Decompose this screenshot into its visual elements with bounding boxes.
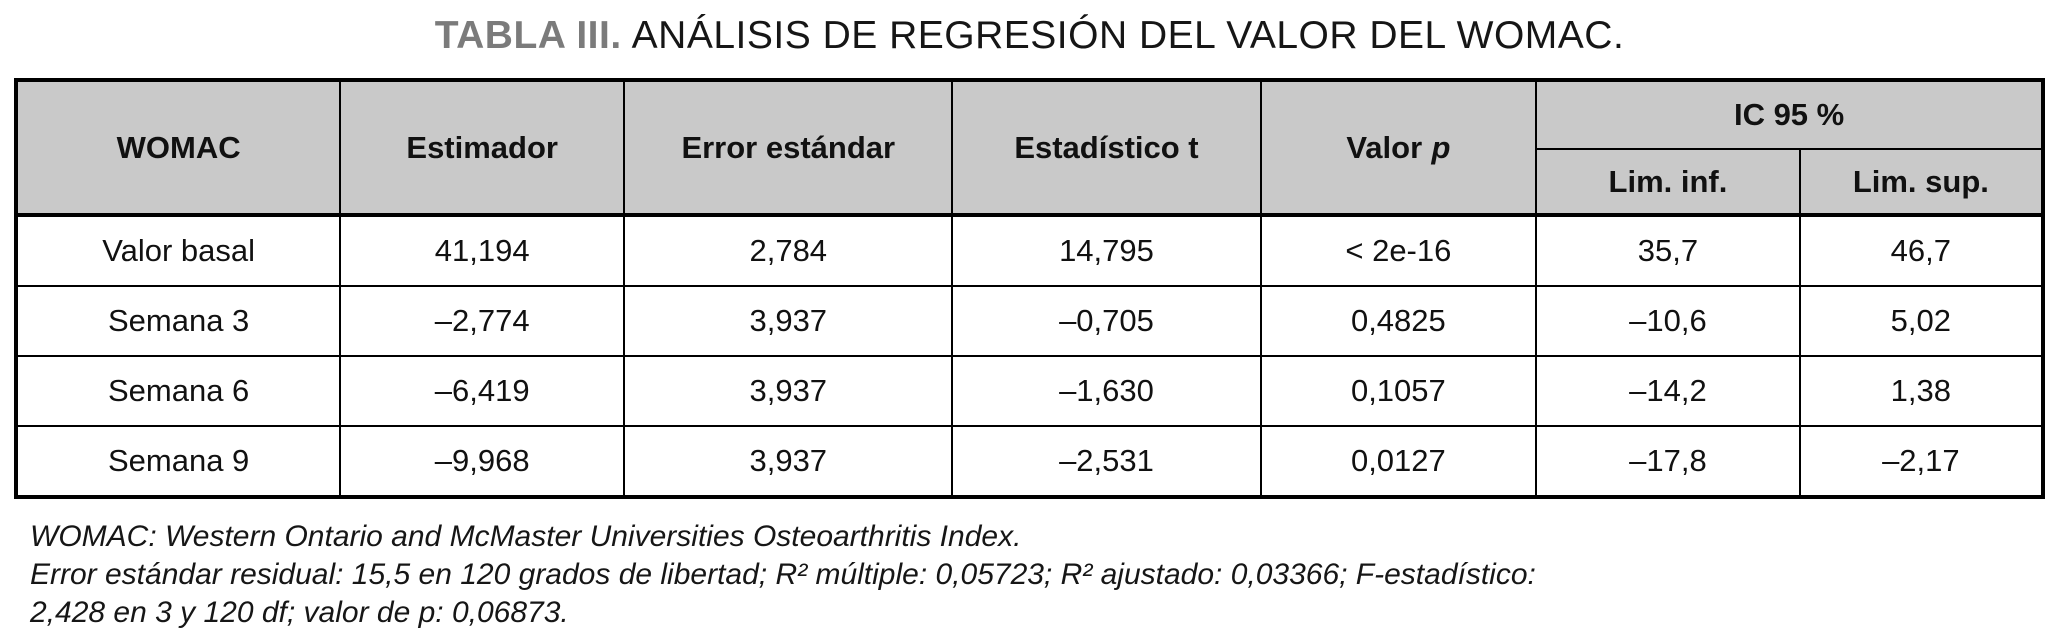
valor-p-cell: 0,1057 [1259, 355, 1538, 427]
row-label-cell: Semana 9 [14, 425, 342, 498]
row-label-cell: Valor basal [14, 214, 342, 287]
error-estandar-cell: 3,937 [623, 285, 954, 357]
table-row-valor-basal: Valor basal 41,194 2,784 14,795 < 2e-16 … [14, 214, 2045, 287]
estimador-cell: –9,968 [339, 425, 626, 498]
lim-inf-cell: –10,6 [1535, 285, 1801, 357]
valor-p-prefix: Valor [1346, 129, 1423, 165]
column-header-estadistico-t: Estadístico t [951, 79, 1262, 216]
footnote-line-abbreviation: WOMAC: Western Ontario and McMaster Univ… [30, 520, 1022, 553]
table-title-text: ANÁLISIS DE REGRESIÓN DEL VALOR DEL WOMA… [631, 14, 1625, 57]
lim-sup-cell: 5,02 [1798, 285, 2045, 357]
error-estandar-cell: 2,784 [623, 214, 954, 287]
estimador-cell: –6,419 [339, 355, 626, 427]
table-title: TABLA III. ANÁLISIS DE REGRESIÓN DEL VALO… [0, 14, 2059, 58]
lim-inf-cell: –14,2 [1535, 355, 1801, 427]
column-header-lim-inf: Lim. inf. [1535, 148, 1801, 216]
error-estandar-cell: 3,937 [623, 425, 954, 498]
valor-p-variable: p [1431, 129, 1451, 165]
valor-p-cell: 0,4825 [1259, 285, 1538, 357]
table-title-number: TABLA III. [434, 14, 622, 57]
table-row-semana-3: Semana 3 –2,774 3,937 –0,705 0,4825 –10,… [14, 285, 2045, 357]
row-label-cell: Semana 6 [14, 355, 342, 427]
estadistico-t-cell: –1,630 [951, 355, 1262, 427]
column-header-valor-p: Valor p [1259, 79, 1538, 216]
table-row-semana-6: Semana 6 –6,419 3,937 –1,630 0,1057 –14,… [14, 355, 2045, 427]
column-header-ic95: IC 95 % [1535, 79, 2044, 150]
row-label-cell: Semana 3 [14, 285, 342, 357]
column-header-lim-sup: Lim. sup. [1798, 148, 2045, 216]
regression-table: WOMAC Estimador Error estándar Estadísti… [14, 78, 2045, 499]
table-footnotes: WOMAC: Western Ontario and McMaster Univ… [30, 518, 2030, 632]
lim-inf-cell: –17,8 [1535, 425, 1801, 498]
valor-p-cell: < 2e-16 [1259, 214, 1538, 287]
header-row-top: WOMAC Estimador Error estándar Estadísti… [14, 79, 2044, 216]
lim-sup-cell: –2,17 [1798, 425, 2045, 498]
lim-sup-cell: 46,7 [1798, 214, 2045, 287]
estimador-cell: 41,194 [339, 214, 626, 287]
error-estandar-cell: 3,937 [623, 355, 954, 427]
header-row-sub: Lim. inf. Lim. sup. [16, 148, 2045, 216]
footnote-line-statistics-2: 2,428 en 3 y 120 df; valor de p: 0,06873… [30, 596, 569, 629]
lim-inf-cell: 35,7 [1535, 214, 1801, 287]
column-header-womac: WOMAC [14, 79, 342, 216]
estadistico-t-cell: 14,795 [951, 214, 1262, 287]
column-header-estimador: Estimador [339, 79, 626, 216]
table-row-semana-9: Semana 9 –9,968 3,937 –2,531 0,0127 –17,… [14, 425, 2045, 498]
column-header-error-estandar: Error estándar [623, 79, 954, 216]
estadistico-t-cell: –0,705 [951, 285, 1262, 357]
lim-sup-cell: 1,38 [1798, 355, 2045, 427]
estadistico-t-cell: –2,531 [951, 425, 1262, 498]
valor-p-cell: 0,0127 [1259, 425, 1538, 498]
estimador-cell: –2,774 [339, 285, 626, 357]
footnote-line-statistics-1: Error estándar residual: 15,5 en 120 gra… [30, 558, 1536, 591]
